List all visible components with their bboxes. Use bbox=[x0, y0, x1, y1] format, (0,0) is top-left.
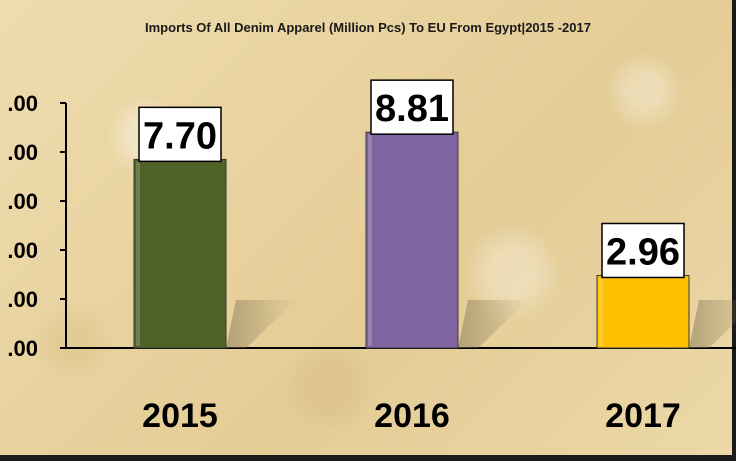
x-tick-label: 2017 bbox=[605, 397, 681, 435]
x-tick-label: 2015 bbox=[142, 397, 218, 435]
bar-shadow bbox=[226, 300, 296, 348]
x-tick-label: 2016 bbox=[374, 397, 450, 435]
data-label-box bbox=[601, 222, 685, 279]
data-label: 8.81 bbox=[375, 88, 449, 130]
data-label: 2.96 bbox=[606, 231, 680, 273]
bar-layer: 7.70 2015 8.81 2016 2.96 2017 bbox=[133, 79, 736, 435]
y-tick-label: .00 bbox=[7, 287, 38, 312]
chart-title: Imports Of All Denim Apparel (Million Pc… bbox=[145, 20, 591, 35]
bar-highlight bbox=[599, 277, 603, 346]
bar-shadow bbox=[458, 300, 528, 348]
bar-2017 bbox=[596, 274, 690, 349]
bar-2015 bbox=[133, 158, 227, 349]
y-tick-label: .00 bbox=[7, 140, 38, 165]
bar-shadow bbox=[689, 300, 736, 348]
bar-2016 bbox=[365, 131, 459, 349]
y-tick-label: .00 bbox=[7, 336, 38, 361]
bar-highlight bbox=[136, 161, 140, 346]
data-label-box bbox=[138, 106, 222, 163]
data-label-box bbox=[370, 79, 454, 135]
y-tick-label: .00 bbox=[7, 189, 38, 214]
y-tick-label: .00 bbox=[7, 91, 38, 116]
bar-highlight bbox=[368, 134, 372, 346]
data-label: 7.70 bbox=[143, 115, 217, 157]
y-tick-label: .00 bbox=[7, 238, 38, 263]
